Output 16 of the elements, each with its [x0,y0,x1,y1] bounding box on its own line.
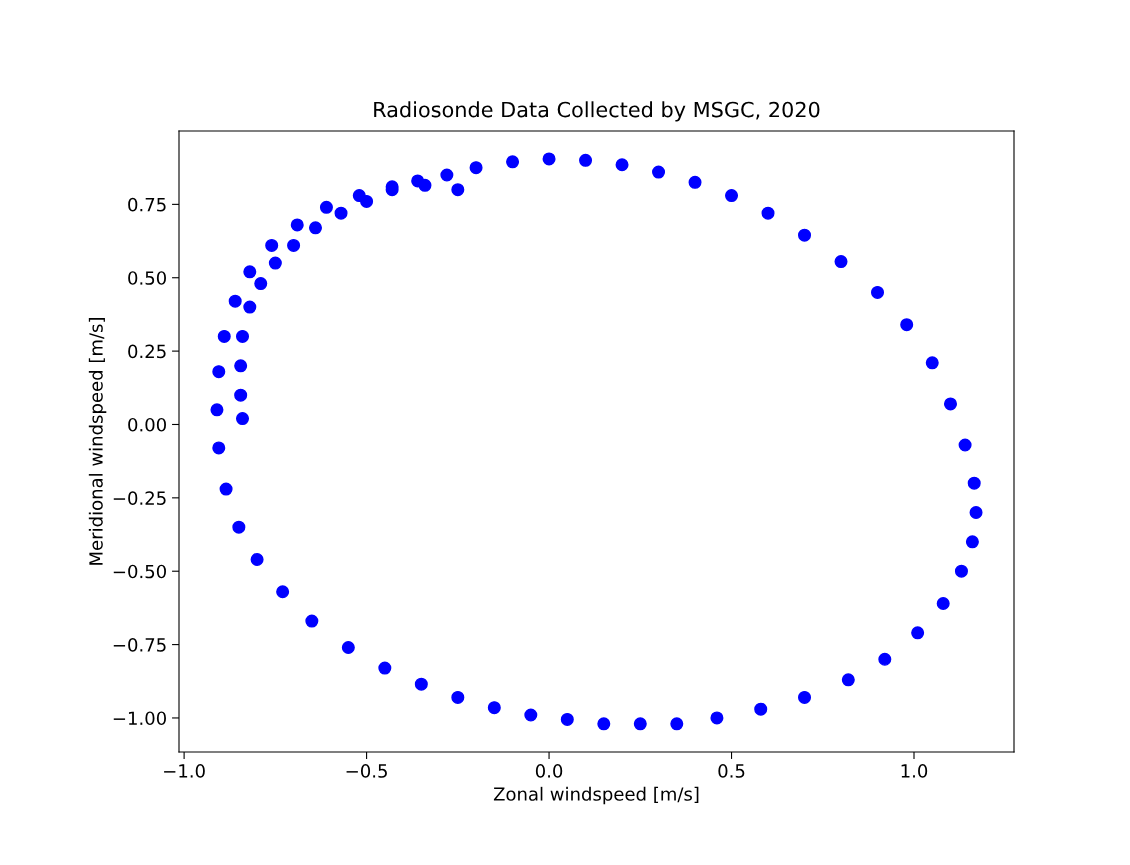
x-tick-label: 0.0 [535,764,563,778]
y-tick-label: 0.25 [128,344,166,359]
y-tick-label: −1.00 [113,711,166,726]
x-tick-label: −1.0 [164,764,205,778]
y-tick-label: 0.50 [128,271,166,285]
x-tick-label: 0.5 [718,764,745,778]
x-tick-label: −0.5 [346,764,387,778]
chart-title: Radiosonde Data Collected by MSGC, 2020 [374,101,820,122]
y-tick-label: −0.75 [113,638,166,652]
x-axis-title: Zonal windspeed [m/s] [493,786,699,805]
y-tick-label: 0.00 [128,417,166,432]
y-tick-label: −0.25 [113,491,166,505]
y-axis-title: Meridional windspeed [m/s] [88,318,107,565]
x-tick-label: 1.0 [901,764,928,778]
y-tick-label: −0.50 [113,564,166,579]
y-tick-label: 0.75 [128,197,166,212]
